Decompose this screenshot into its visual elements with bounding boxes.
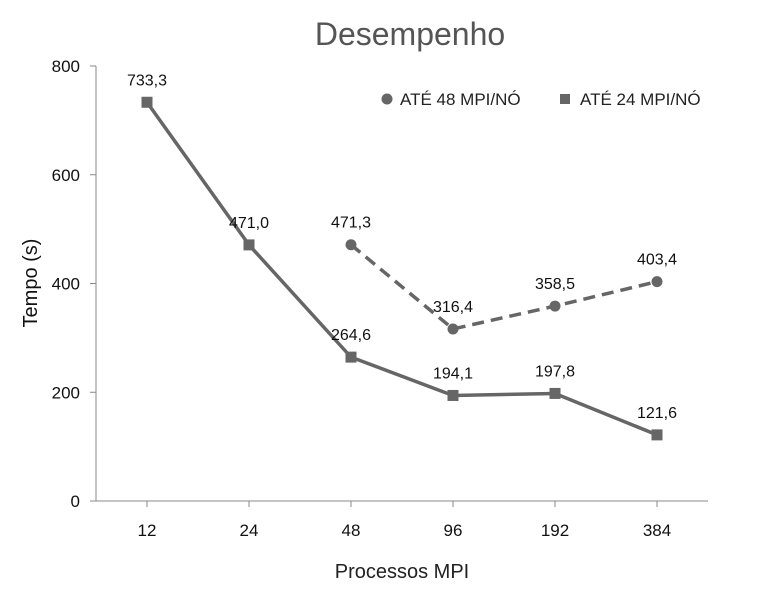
x-tick-label: 48 [342, 521, 361, 540]
series-layer: 471,3 316,4 358,5 403,4 733,3 471,0 264,6 194,1… [127, 72, 677, 441]
data-point-circle [447, 323, 459, 335]
data-point-square [243, 239, 255, 251]
data-label: 316,4 [433, 299, 473, 316]
data-label: 733,3 [127, 72, 167, 89]
data-label: 403,4 [637, 252, 677, 269]
data-point-square [141, 96, 153, 108]
legend-label-series-2: ATÉ 24 MPI/NÓ [580, 90, 701, 109]
x-tick-label: 384 [643, 521, 671, 540]
y-tick-label: 400 [52, 275, 80, 294]
data-point-square [651, 429, 663, 441]
legend-marker-square [560, 94, 570, 104]
y-axis-ticks: 0 200 400 600 800 [52, 57, 96, 511]
y-tick-label: 200 [52, 383, 80, 402]
y-tick-label: 0 [71, 492, 80, 511]
y-tick-label: 600 [52, 166, 80, 185]
x-tick-label: 12 [138, 521, 157, 540]
data-label: 471,3 [331, 215, 371, 232]
x-tick-label: 96 [444, 521, 463, 540]
data-label: 194,1 [433, 365, 473, 382]
x-tick-label: 24 [240, 521, 259, 540]
y-tick-label: 800 [52, 57, 80, 76]
x-axis-label: Processos MPI [335, 561, 469, 583]
series-1: 471,3 316,4 358,5 403,4 [331, 215, 677, 335]
data-point-circle [345, 239, 357, 251]
x-tick-label: 192 [541, 521, 569, 540]
data-label: 197,8 [535, 363, 575, 380]
data-label: 358,5 [535, 276, 575, 293]
series-line [145, 101, 658, 437]
data-point-square [549, 387, 561, 399]
data-label: 264,6 [331, 327, 371, 344]
y-axis-label: Tempo (s) [20, 239, 42, 328]
legend: ATÉ 48 MPI/NÓ ATÉ 24 MPI/NÓ [381, 90, 701, 109]
data-label: 471,0 [229, 215, 269, 232]
series-2: 733,3 471,0 264,6 194,1 197,8 121,6 [127, 72, 677, 441]
legend-marker-circle [381, 93, 393, 105]
data-point-square [447, 389, 459, 401]
series-line [349, 243, 658, 331]
legend-label-series-1: ATÉ 48 MPI/NÓ [400, 90, 521, 109]
data-point-circle [651, 276, 663, 288]
data-label: 121,6 [637, 405, 677, 422]
chart-title: Desempenho [315, 16, 505, 52]
x-axis-ticks: 12 24 48 96 192 384 [138, 501, 671, 540]
data-point-circle [549, 300, 561, 312]
data-point-square [345, 351, 357, 363]
